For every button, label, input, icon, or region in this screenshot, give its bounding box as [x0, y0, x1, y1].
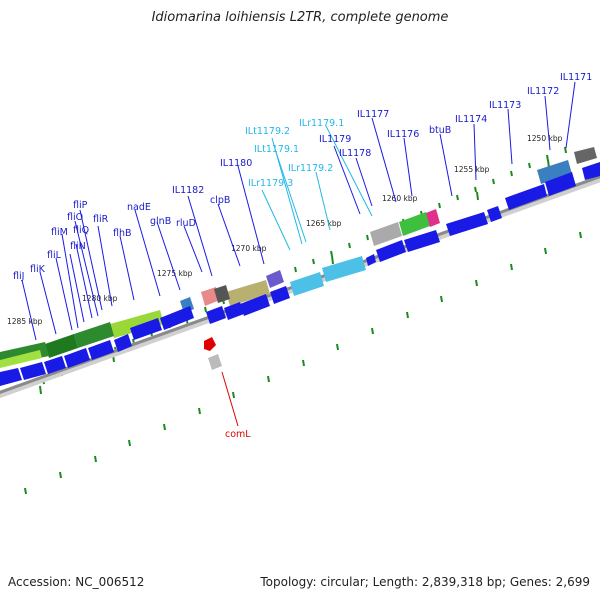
gene-label-btub: btuB	[429, 125, 451, 136]
gene-label-flio: fliO	[67, 212, 83, 223]
gene-label-fliq: fliQ	[73, 225, 89, 236]
rna-labels: ILr1179.1 ILr1179.2 ILt1179.1 ILt1179.2 …	[245, 118, 344, 189]
gene-label-flil: fliL	[47, 250, 62, 261]
cds-arrow	[44, 356, 66, 374]
feature-block-fli-2	[45, 334, 78, 358]
feature-block-il1177	[370, 222, 402, 246]
tick-row-lower	[24, 231, 582, 495]
cds-arrow	[505, 184, 547, 210]
scale-label: 1250 kbp	[527, 134, 563, 143]
gene-label-flik: fliK	[30, 264, 46, 275]
cds-arrow	[64, 348, 90, 368]
cds-arrow	[114, 334, 132, 352]
feature-block-fli-1	[74, 322, 114, 348]
gene-label-flij: fliJ	[13, 271, 24, 282]
cds-arrow	[487, 206, 502, 222]
gene-label-nade: nadE	[127, 202, 151, 213]
gene-label-il1174: IL1174	[455, 114, 487, 125]
feature-block-il1171	[574, 147, 597, 164]
gene-labels: IL1171 IL1172 IL1173 IL1174 btuB IL1176 …	[13, 72, 592, 282]
gene-label-clpb: clpB	[210, 195, 230, 206]
feature-block-flh	[110, 310, 164, 338]
cds-arrow	[582, 162, 600, 180]
comL-leader	[221, 371, 239, 427]
cds-arrow	[88, 340, 114, 360]
accession-text: Accession: NC_006512	[8, 575, 145, 589]
scale-ticks	[39, 159, 550, 395]
scale-label: 1260 kbp	[382, 194, 418, 203]
feature-block-clpb	[226, 280, 270, 306]
map-title: Idiomarina loihiensis L2TR, complete gen…	[151, 10, 449, 25]
gene-label-flhb: flhB	[113, 228, 132, 239]
gene-label-il1173: IL1173	[489, 100, 521, 111]
feature-block-il1176	[399, 212, 430, 236]
gene-label-flip: fliP	[73, 200, 88, 211]
gene-label-il1171: IL1171	[560, 72, 592, 83]
cds-arrow	[224, 302, 244, 320]
gene-label-flin: fliN	[70, 241, 86, 252]
cds-arrow	[404, 230, 440, 252]
rna-label-ilt1179-1: ILt1179.1	[254, 144, 299, 155]
feature-block-rlud	[214, 285, 230, 303]
rna-label-ilr1179-2: ILr1179.2	[288, 163, 333, 174]
scale-label: 1270 kbp	[231, 244, 267, 253]
label-leaders	[21, 81, 576, 341]
cds-arrow	[20, 362, 46, 380]
gene-label-il1178: IL1178	[339, 148, 371, 159]
cds-arrow	[0, 368, 22, 386]
comL-shadow	[208, 354, 222, 370]
gene-label-il1180: IL1180	[220, 158, 252, 169]
genome-summary-text: Topology: circular; Length: 2,839,318 bp…	[260, 575, 590, 589]
rna-label-ilt1179-2: ILt1179.2	[245, 126, 290, 137]
cds-arrow	[366, 254, 376, 266]
cds-arrow	[290, 272, 324, 296]
cds-arrows-forward[interactable]	[0, 162, 600, 386]
cds-arrow	[240, 294, 270, 316]
cds-arrow	[130, 318, 162, 340]
gene-label-il1179: IL1179	[319, 134, 351, 145]
feature-block-btub	[426, 209, 440, 227]
scale-label: 1285 kbp	[7, 317, 43, 326]
gene-label-coml: comL	[225, 429, 251, 440]
feature-reverse[interactable]	[204, 337, 222, 370]
gene-label-rlud: rluD	[176, 218, 196, 229]
gene-label-il1182: IL1182	[172, 185, 204, 196]
gene-label-il1176: IL1176	[387, 129, 419, 140]
feature-block-rna	[322, 256, 366, 282]
comL-feature	[204, 337, 216, 351]
rna-leaders	[261, 125, 373, 251]
scale-label: 1265 kbp	[306, 219, 342, 228]
cds-arrow	[206, 306, 226, 324]
cds-arrow	[376, 240, 406, 262]
feature-block-il1180	[266, 270, 284, 288]
gene-label-il1177: IL1177	[357, 109, 389, 120]
cds-arrow	[446, 212, 488, 236]
cds-arrow	[270, 286, 290, 304]
feature-block-fli-4	[0, 350, 42, 368]
cds-arrow	[545, 172, 576, 196]
gene-label-glnb: glnB	[150, 216, 171, 227]
cds-arrow	[160, 306, 194, 330]
feature-bars-forward[interactable]	[0, 147, 597, 368]
rna-label-ilr1179-3: ILr1179.3	[248, 178, 293, 189]
scale-label: 1255 kbp	[454, 165, 490, 174]
gene-label-il1172: IL1172	[527, 86, 559, 97]
gene-label-flim: fliM	[51, 227, 68, 238]
rna-label-ilr1179-1: ILr1179.1	[299, 118, 344, 129]
gene-label-flir: fliR	[93, 214, 109, 225]
feature-block-il1172	[537, 160, 572, 184]
